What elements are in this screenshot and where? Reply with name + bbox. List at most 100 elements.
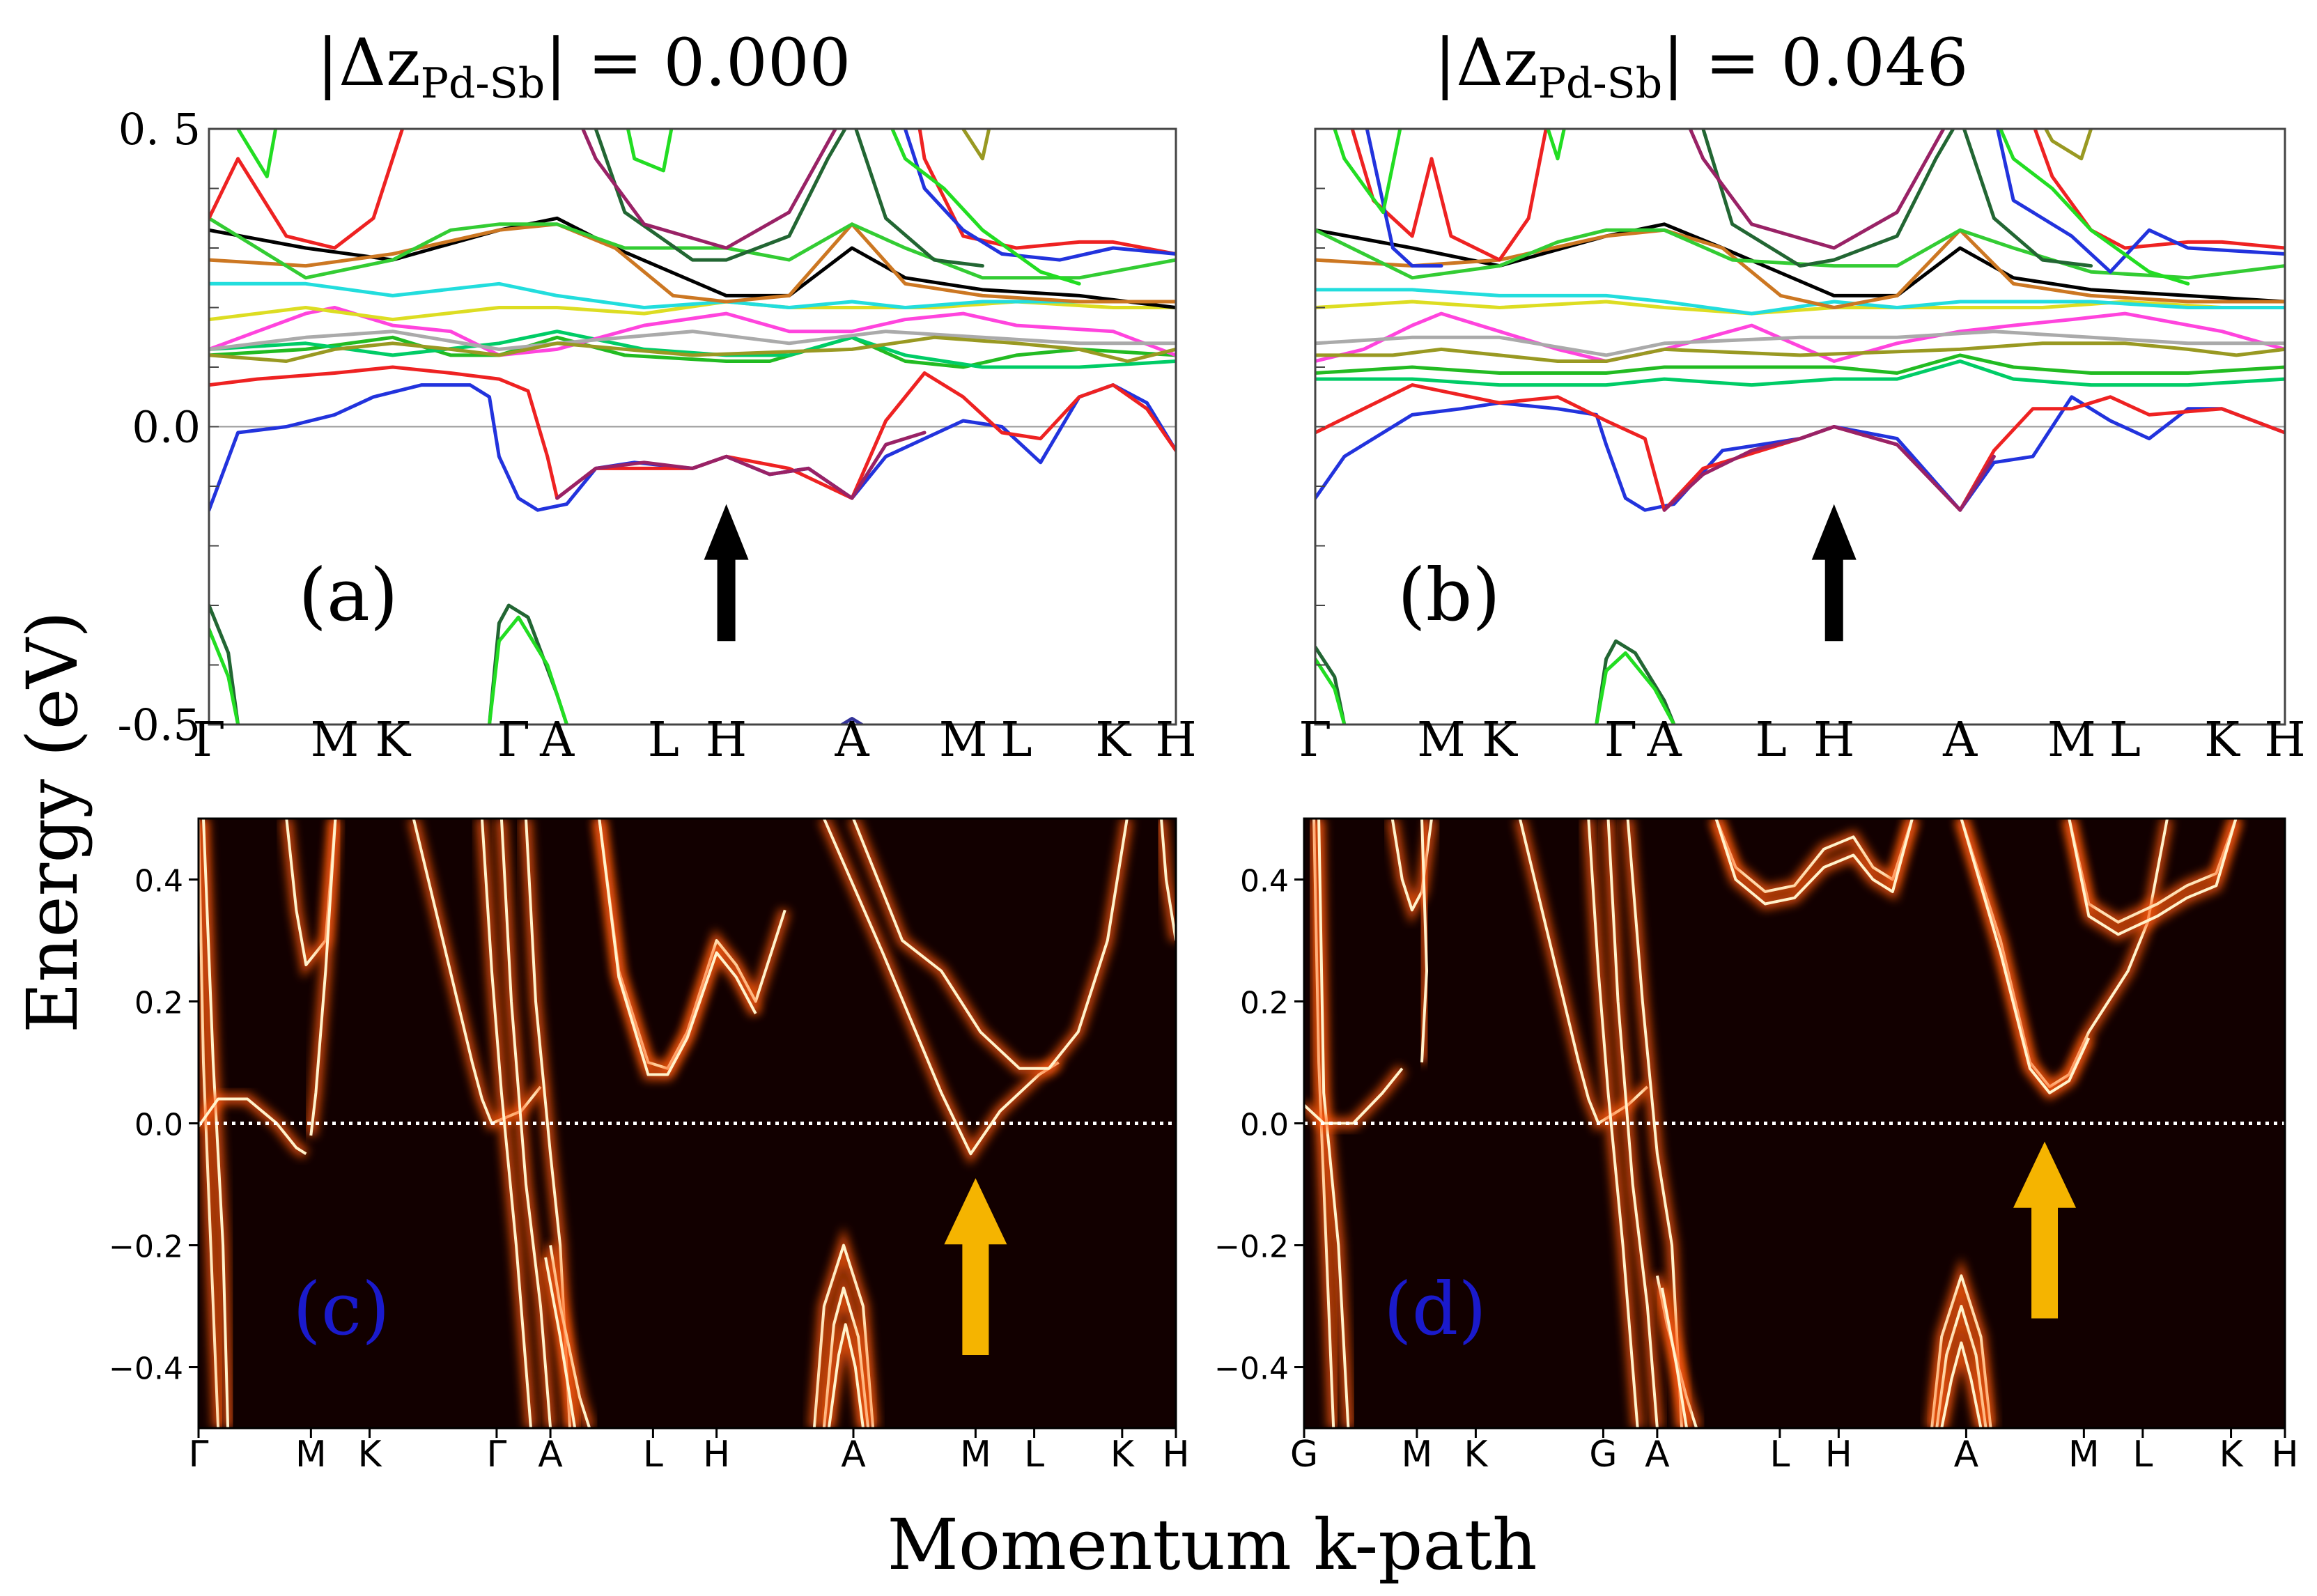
kpath-label: K [2219,1434,2245,1475]
spectral-band-line-18 [1935,1305,1987,1428]
band-line-14 [2033,129,2285,250]
band-line-0 [1315,395,2285,512]
band-line-17 [1701,129,2093,268]
y-axis-label: Energy (eV) [12,611,93,1033]
y-tick-label: 0. 5 [118,104,201,155]
spectral-band-line-8 [1626,819,1684,1428]
y-tick-label: 0.0 [132,402,201,453]
spectral-band-line-4 [1420,819,1428,1063]
band-line-7 [209,335,1176,363]
kpath-label: Γ [1299,713,1331,768]
band-line-6 [1315,330,2285,357]
panel-label: (d) [1384,1266,1487,1351]
panel-label: (b) [1397,552,1501,637]
title-panel-b: |ΔzPd-Sb| = 0.046 [1434,25,1969,108]
spectral-band-line-14 [1960,819,2091,1094]
plot-area [209,129,1176,725]
band-line-5 [1315,311,2285,363]
y-tick-label: 0.4 [134,864,183,899]
kpath-label: Γ [189,1434,209,1475]
kpath-label: H [1162,1434,1189,1475]
band-line-2 [1662,425,1996,512]
band-line-20 [1546,129,1566,161]
kpath-label: H [703,1434,730,1475]
band-line-18 [235,129,278,178]
kpath-label: G [1290,1434,1318,1475]
kpath-label: K [2204,713,2240,768]
kpath-label: L [1024,1434,1044,1475]
spectral-band-line-17 [822,1286,870,1428]
band-line-11 [1315,228,2285,309]
spectral-band-line-10 [1660,1287,1689,1428]
kpath-label: M [311,713,359,768]
spectral-band-line-17 [1930,1274,1992,1428]
plot-area [1304,819,2285,1428]
spectral-band-line-15 [1160,819,1176,941]
spectral-band-line-11 [1714,819,1914,893]
band-line-4 [1315,359,2285,387]
plot-area [1315,129,2285,725]
spectral-band-line-16 [812,1244,875,1428]
kpath-label: A [1942,713,1978,768]
spectral-band-line-2 [1304,1067,1404,1125]
kpath-label: M [2047,713,2096,768]
kpath-label: K [357,1434,382,1475]
band-line-23 [209,627,240,725]
spectral-band-line-18 [827,1323,865,1428]
spectral-band-line-16 [2068,819,2238,936]
spectral-band-line-7 [499,819,552,1428]
band-line-12 [209,216,1176,280]
kpath-label: K [1464,1434,1489,1475]
panel-d-spectral-plot: G M K G A L H A M L K H0.40.20.0−0.2−0.4(d) [1214,817,2299,1475]
kpath-label: K [1110,1434,1136,1475]
kpath-label: M [1401,1434,1432,1475]
band-line-15 [903,129,1176,262]
spectral-band-line-19 [1940,1341,1983,1428]
y-tick-label: -0.5 [117,699,201,750]
kpath-label: A [538,1434,563,1475]
band-line-26 [840,717,864,725]
indicator-arrow-head [704,504,749,560]
band-line-19 [626,129,674,173]
kpath-label: A [1954,1434,1979,1475]
indicator-arrow-head [944,1178,1007,1245]
kpath-label: H [706,713,747,768]
kpath-label: H [1825,1434,1852,1475]
spectral-band-line-1 [1317,819,1350,1428]
kpath-label: Γ [192,713,225,768]
kpath-label: A [539,713,575,768]
band-line-3 [209,335,1176,369]
kpath-label: Γ [1604,713,1637,768]
kpath-label: L [643,1434,663,1475]
band-line-21 [1998,129,2190,286]
y-tick-label: −0.2 [109,1230,183,1265]
kpath-label: H [2264,713,2305,768]
band-line-14 [917,129,1176,256]
kpath-label: Γ [486,1434,506,1475]
band-line-22 [2043,129,2093,161]
x-axis-label: Momentum k-path [887,1504,1537,1586]
kpath-label: L [1756,713,1787,768]
spectral-band-line-4 [309,819,337,1136]
band-line-20 [890,129,1081,286]
kpath-label: K [1095,713,1131,768]
band-line-13 [209,129,405,250]
band-line-21 [961,129,991,161]
y-tick-label: −0.2 [1214,1230,1289,1265]
spectral-band-line-6 [1587,819,1639,1428]
kpath-label: M [295,1434,327,1475]
band-line-16 [1995,129,2285,274]
kpath-label: L [1000,713,1032,768]
band-line-6 [209,330,1176,351]
spectral-band-line-12 [1714,819,1914,906]
kpath-label: L [648,713,679,768]
spectral-band-line-9 [549,1245,591,1428]
band-line-26 [1595,651,1676,725]
kpath-label: H [1813,713,1854,768]
indicator-arrow-head [1811,504,1857,560]
kpath-label: H [2271,1434,2298,1475]
kpath-label: A [834,713,869,768]
spectral-band-line-6 [480,819,532,1428]
spectral-band-line-13 [823,819,1060,1156]
